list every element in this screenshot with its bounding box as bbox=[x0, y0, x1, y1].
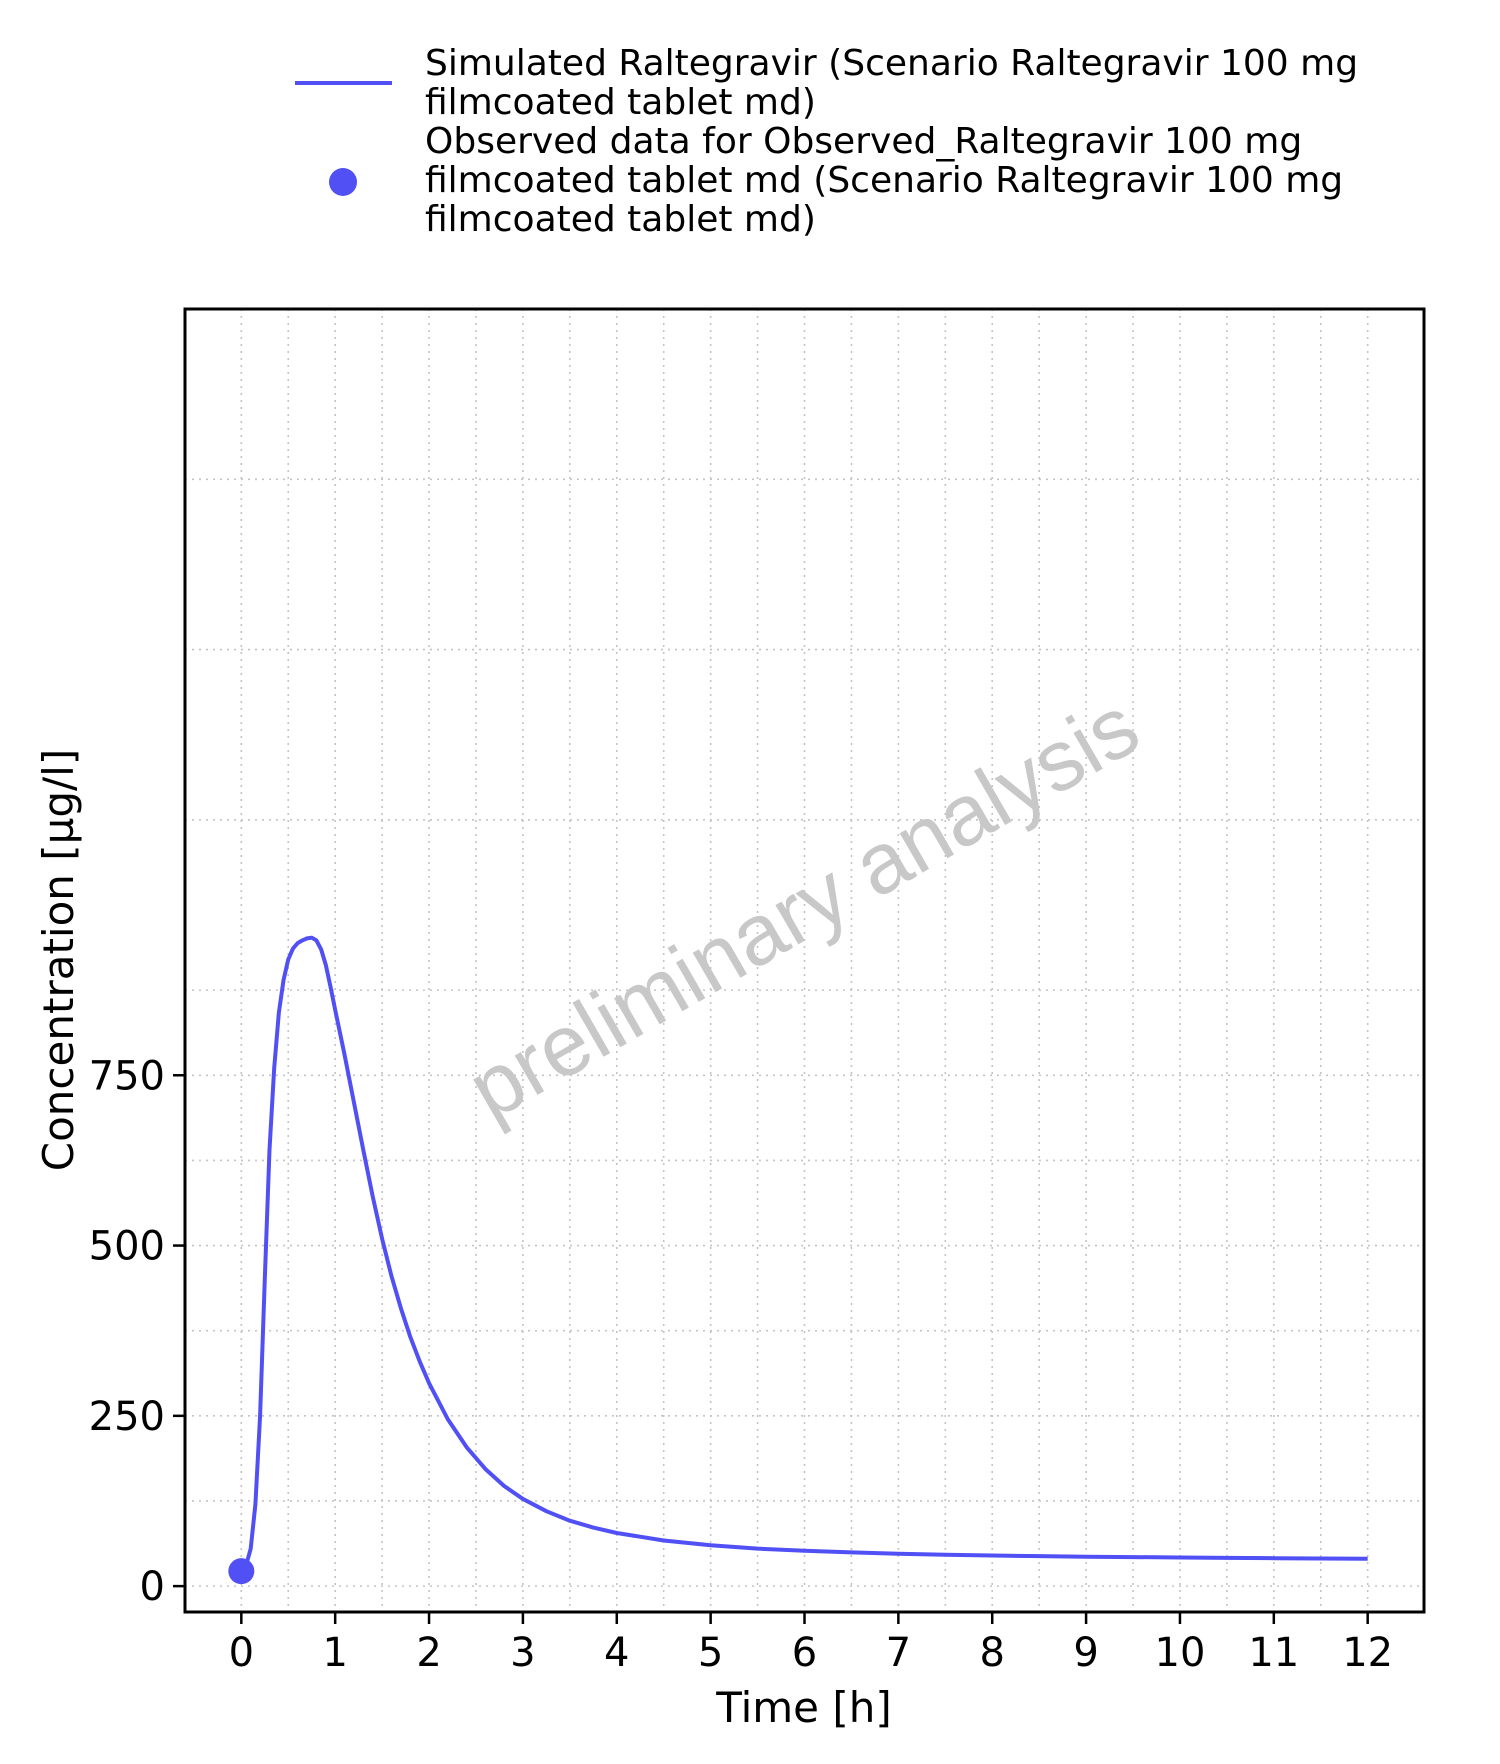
legend-label-simulated: Simulated Raltegravir (Scenario Raltegra… bbox=[425, 43, 1359, 123]
x-axis-title: Time [h] bbox=[715, 1683, 892, 1732]
y-axis-title: Concentration [µg/l] bbox=[34, 749, 83, 1171]
x-tick-label: 5 bbox=[698, 1630, 723, 1676]
legend: Simulated Raltegravir (Scenario Raltegra… bbox=[0, 0, 1500, 260]
legend-label-observed: Observed data for Observed_Raltegravir 1… bbox=[425, 121, 1344, 240]
legend-point-symbol bbox=[329, 168, 357, 196]
y-tick-label: 250 bbox=[89, 1394, 165, 1440]
x-tick-label: 6 bbox=[792, 1630, 817, 1676]
x-tick-label: 10 bbox=[1155, 1630, 1206, 1676]
x-tick-label: 3 bbox=[510, 1630, 535, 1676]
x-tick-label: 1 bbox=[322, 1630, 347, 1676]
x-tick-label: 4 bbox=[604, 1630, 629, 1676]
x-tick-label: 12 bbox=[1342, 1630, 1393, 1676]
watermark-text: preliminary analysis bbox=[453, 678, 1155, 1139]
y-tick-label: 0 bbox=[140, 1564, 165, 1610]
observed-data-point bbox=[228, 1558, 255, 1585]
y-tick-label: 750 bbox=[89, 1053, 165, 1099]
x-tick-label: 11 bbox=[1248, 1630, 1299, 1676]
x-tick-label: 2 bbox=[416, 1630, 441, 1676]
plot-series bbox=[228, 935, 1368, 1585]
grid bbox=[185, 309, 1424, 1612]
legend-symbols bbox=[295, 81, 392, 196]
x-tick-label: 0 bbox=[229, 1630, 254, 1676]
x-tick-label: 7 bbox=[886, 1630, 911, 1676]
x-tick-label: 9 bbox=[1073, 1630, 1098, 1676]
simulated-line bbox=[239, 935, 1368, 1573]
y-tick-label: 500 bbox=[89, 1224, 165, 1270]
x-tick-label: 8 bbox=[980, 1630, 1005, 1676]
